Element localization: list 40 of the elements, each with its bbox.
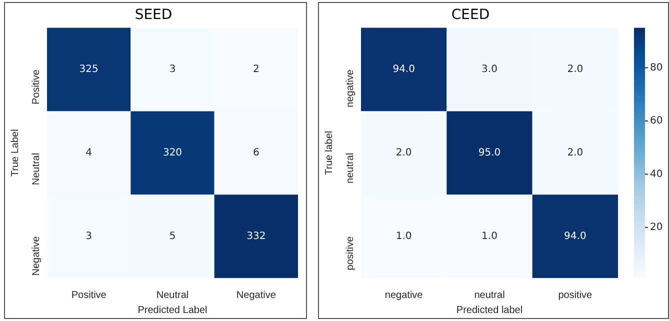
chart-title: CEED (451, 7, 490, 24)
data-label: 95.0 (478, 147, 501, 158)
data-label: 325 (79, 64, 98, 76)
color-bar-label: 20 (650, 222, 663, 234)
data-label: 5 (169, 230, 176, 242)
data-label: 332 (246, 230, 266, 242)
x-tick-label: Negative (236, 290, 276, 301)
x-axis-title: Predicted label (456, 304, 523, 316)
data-label: 94.0 (564, 230, 586, 242)
data-label: 2.0 (567, 147, 584, 158)
y-tick-label: Positive (30, 69, 42, 105)
data-label: 94.0 (392, 64, 415, 76)
data-label: 2.0 (567, 64, 584, 76)
data-label: 3 (86, 230, 92, 242)
data-label: 3.0 (482, 64, 498, 76)
data-label: 6 (252, 147, 260, 158)
data-label: 3 (169, 64, 176, 76)
y-tick-label: negative (344, 69, 356, 108)
y-axis-title: True label (324, 130, 335, 175)
x-axis-title: Predicted Label (138, 304, 208, 316)
data-label: 4 (86, 147, 92, 158)
x-tick-label: neutral (474, 290, 505, 301)
color-bar-label: 40 (650, 168, 663, 180)
y-axis-title: True Label (10, 129, 21, 177)
x-tick-label: positive (558, 290, 593, 301)
data-label: 1.0 (482, 230, 498, 242)
y-tick-label: Neutral (30, 152, 42, 186)
y-tick-label: Negative (30, 236, 42, 276)
x-tick-label: Neutral (156, 290, 189, 301)
data-label: 2 (252, 64, 260, 76)
x-tick-label: Positive (71, 290, 107, 301)
color-bar-label: 60 (650, 116, 663, 127)
chart-title: SEED (134, 7, 172, 24)
x-tick-label: negative (384, 290, 424, 301)
data-label: 320 (162, 147, 182, 158)
y-tick-label: neutral (344, 152, 356, 184)
color-bar-label: 80 (650, 62, 663, 74)
data-label: 2.0 (396, 147, 412, 158)
data-label: 1.0 (396, 230, 412, 242)
y-tick-label: positive (344, 236, 356, 270)
